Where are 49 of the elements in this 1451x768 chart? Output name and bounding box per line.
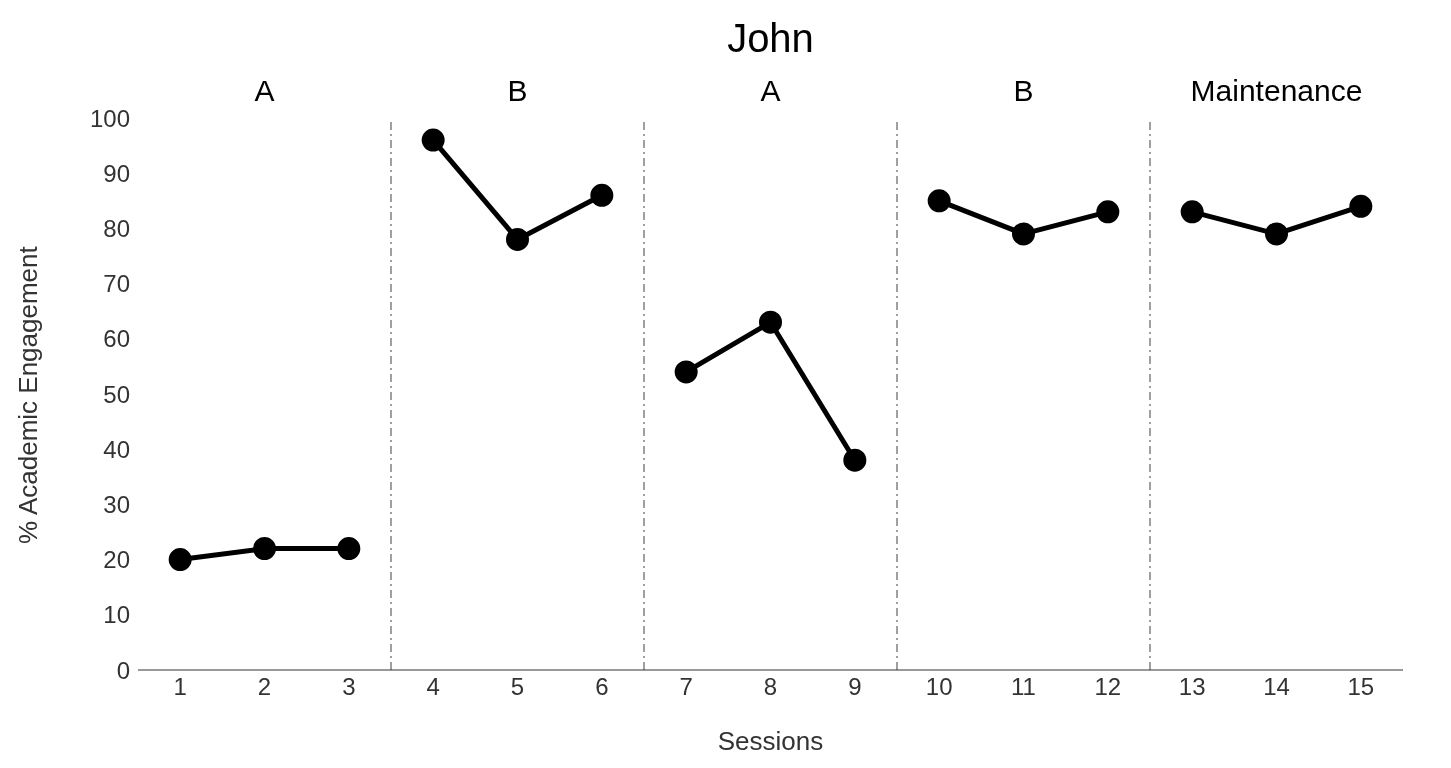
y-tick-label: 60 [103, 325, 130, 353]
x-tick-label: 9 [848, 673, 862, 701]
y-tick-label: 20 [103, 546, 130, 574]
text: B [506, 74, 529, 108]
y-tick-label: 40 [103, 435, 130, 463]
point [1012, 222, 1035, 246]
y-tick-label: 80 [103, 214, 130, 242]
point [927, 189, 951, 213]
y-tick-label: 100 [89, 104, 130, 132]
point [1349, 194, 1373, 218]
point [1096, 200, 1120, 224]
chart-title: John [726, 16, 815, 61]
y-tick-label: 50 [103, 380, 130, 408]
point [253, 537, 276, 561]
point [506, 227, 529, 251]
point [1265, 222, 1288, 246]
y-tick-label: 10 [103, 601, 130, 629]
x-tick-label: 5 [510, 673, 525, 701]
x-tick-label: 2 [257, 673, 272, 701]
text: B [1012, 74, 1035, 108]
x-tick-label: 1 [173, 673, 187, 701]
x-tick-label: 11 [1011, 673, 1036, 701]
x-tick-label: 14 [1263, 673, 1290, 701]
x-tick-label: 15 [1347, 673, 1375, 701]
text: Maintenance [1189, 74, 1364, 108]
y-axis-title: % Academic Engagement [13, 245, 44, 544]
x-tick-label: 4 [426, 673, 440, 701]
x-tick-label: 3 [342, 673, 356, 701]
x-tick-label: 10 [925, 673, 953, 701]
x-tick-label: 12 [1094, 673, 1122, 701]
text: A [254, 74, 275, 107]
y-tick-label: 0 [116, 656, 130, 684]
point [168, 548, 192, 572]
y-tick-label: 70 [103, 270, 130, 298]
point [1180, 200, 1204, 224]
y-tick-label: 30 [103, 490, 130, 518]
point [674, 360, 698, 384]
x-tick-label: 6 [595, 673, 609, 701]
text: A [759, 74, 782, 108]
point [337, 537, 361, 561]
y-tick-label: 90 [103, 159, 130, 187]
x-tick-label: 7 [679, 673, 693, 701]
x-axis-title: Sessions [717, 726, 824, 756]
point [590, 183, 614, 207]
point [759, 310, 782, 334]
point [421, 128, 445, 152]
x-tick-label: 13 [1178, 673, 1206, 701]
x-tick-label: 8 [763, 673, 778, 701]
point [843, 448, 867, 472]
